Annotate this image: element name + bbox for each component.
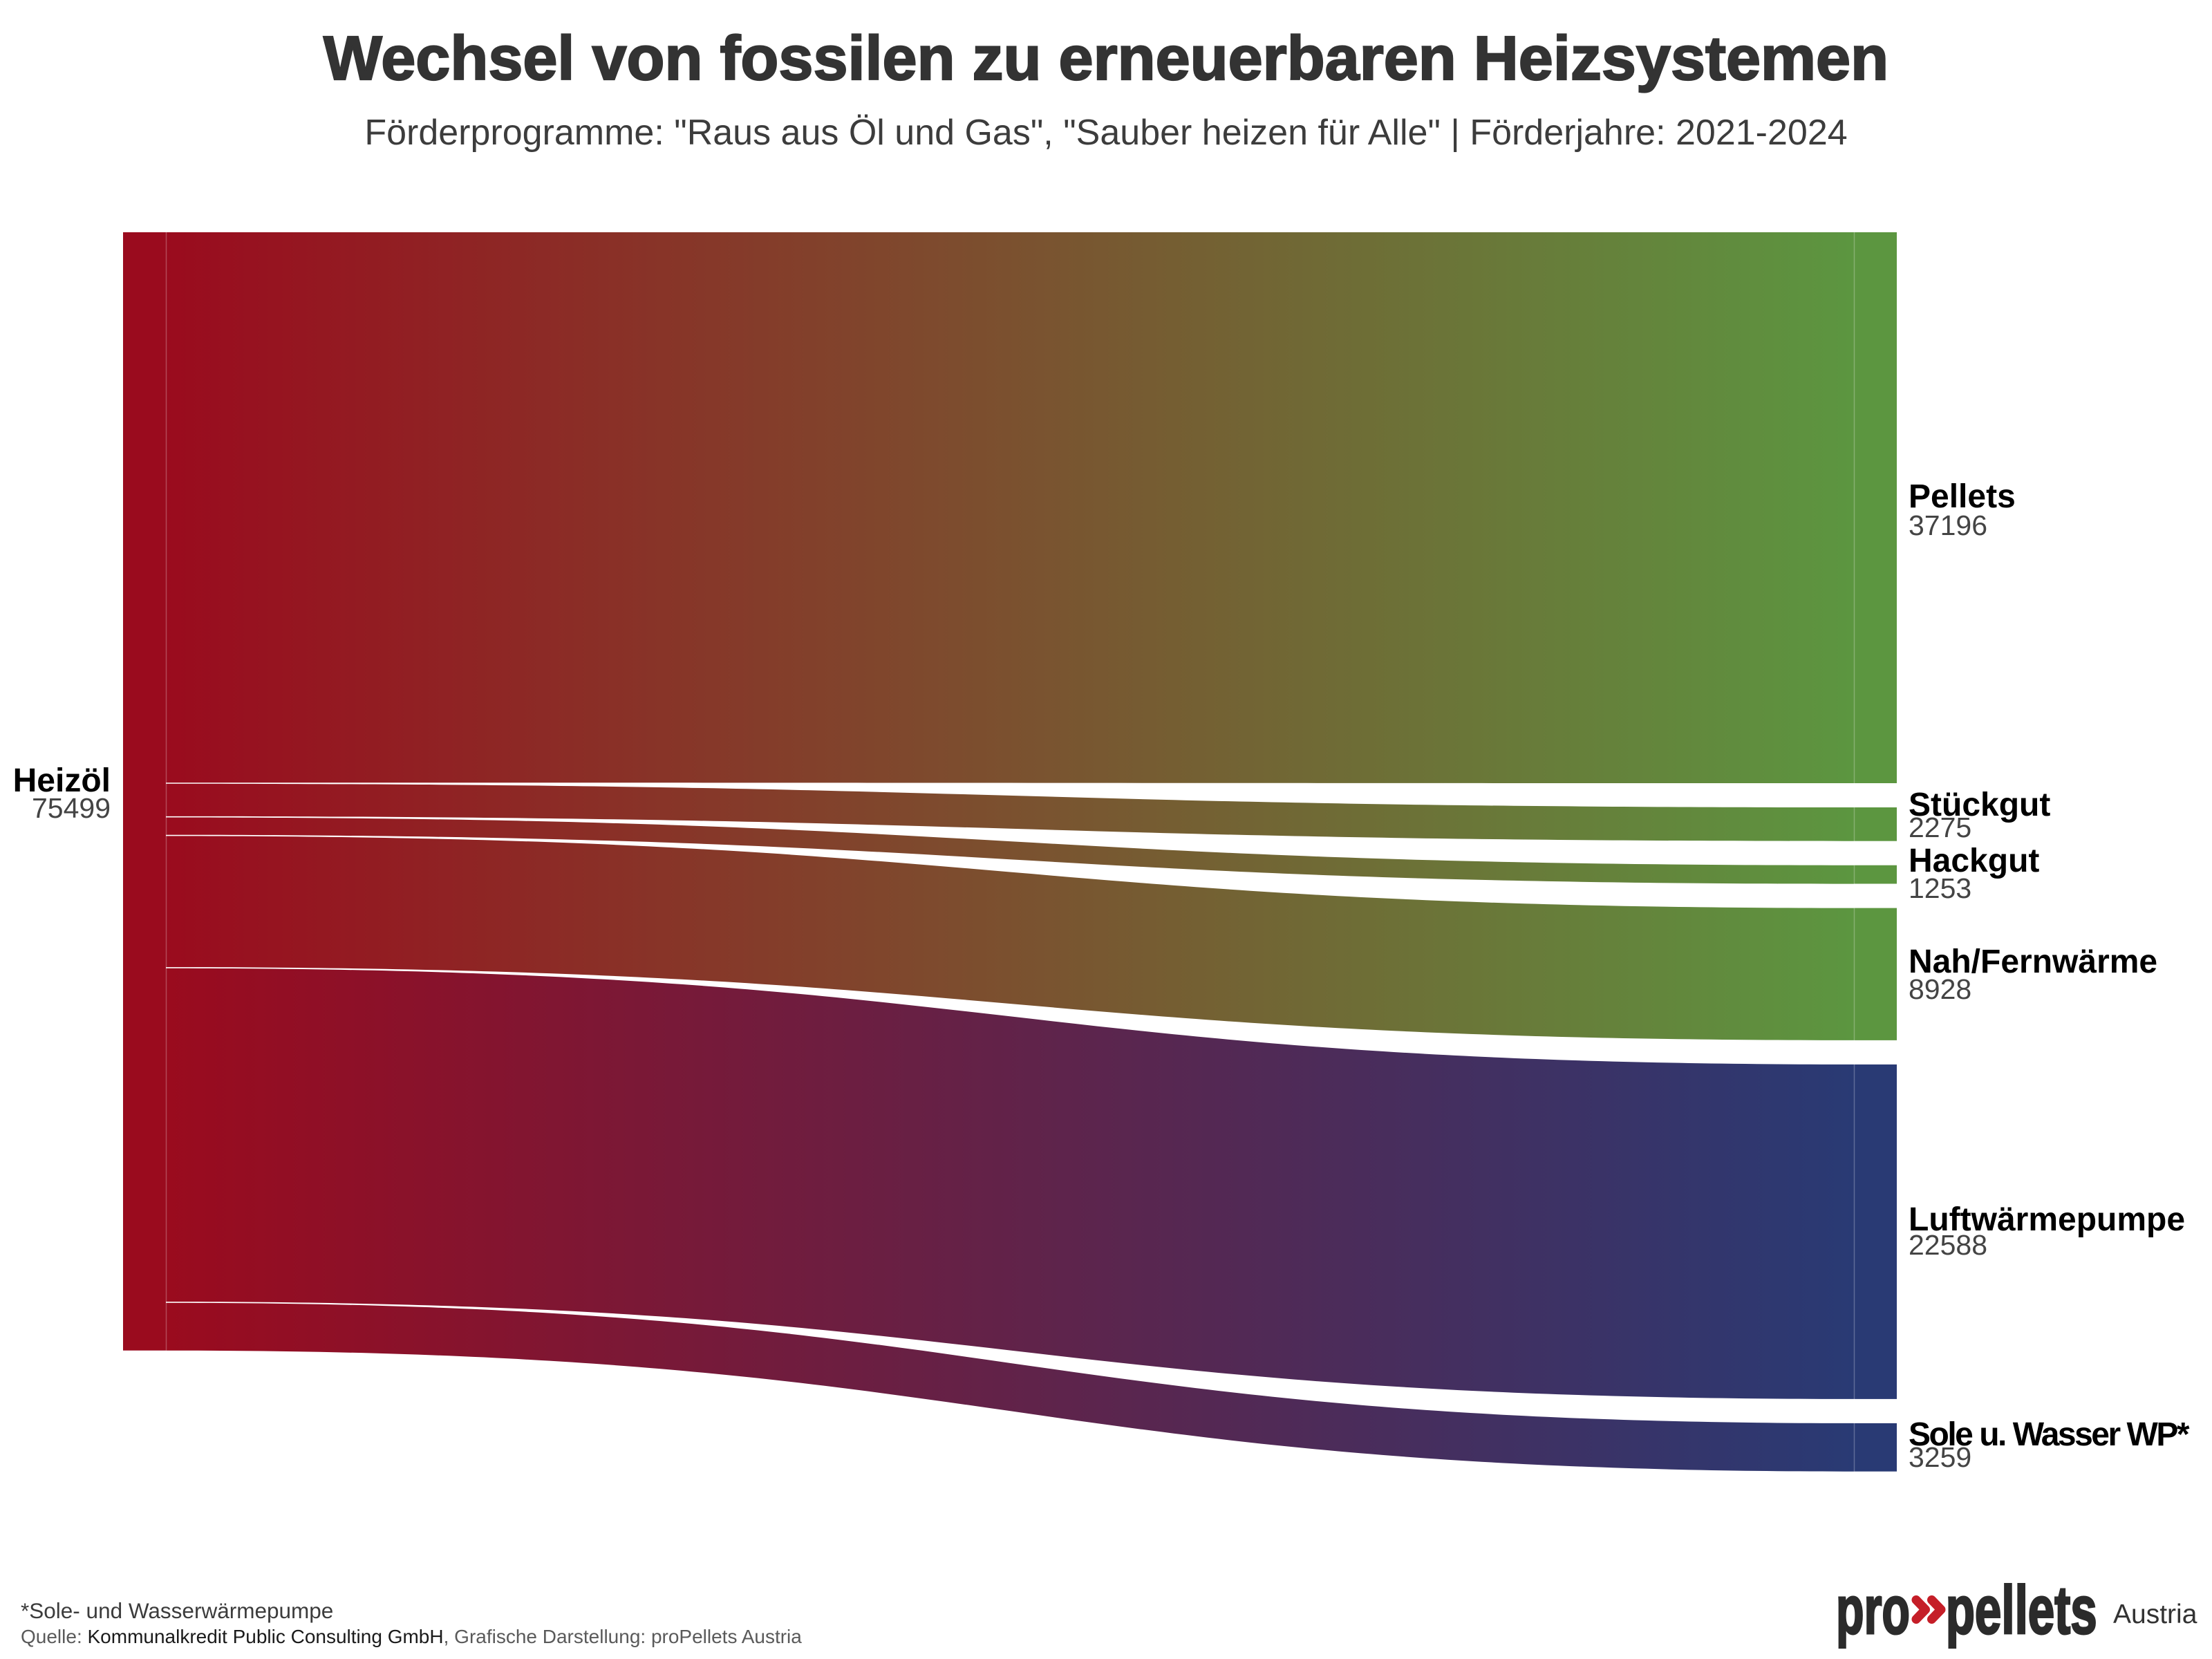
svg-text:Nah/Fernwärme: Nah/Fernwärme [1909, 944, 2157, 980]
svg-text:22588: 22588 [1909, 1229, 1987, 1261]
svg-text:8928: 8928 [1909, 973, 1971, 1005]
svg-text:Luftwärmepumpe: Luftwärmepumpe [1909, 1201, 2185, 1238]
svg-text:1253: 1253 [1909, 872, 1971, 904]
svg-text:pellets: pellets [1946, 1572, 2097, 1648]
svg-text:Austria: Austria [2113, 1600, 2197, 1629]
svg-text:pro: pro [1836, 1572, 1910, 1648]
svg-text:Stückgut: Stückgut [1909, 787, 2050, 823]
svg-text:*Sole- und Wasserwärmepumpe: *Sole- und Wasserwärmepumpe [21, 1598, 333, 1623]
svg-text:Quelle: Kommunalkredit Public: Quelle: Kommunalkredit Public Consulting… [21, 1626, 802, 1647]
svg-text:3259: 3259 [1909, 1441, 1971, 1473]
svg-text:37196: 37196 [1909, 509, 1987, 541]
svg-text:Pellets: Pellets [1909, 478, 2016, 515]
svg-text:Sole u. Wasser WP*: Sole u. Wasser WP* [1909, 1416, 2190, 1453]
svg-text:Heizöl: Heizöl [13, 762, 111, 799]
svg-text:75499: 75499 [32, 792, 111, 824]
svg-text:2275: 2275 [1909, 812, 1971, 843]
svg-text:Hackgut: Hackgut [1909, 843, 2039, 879]
